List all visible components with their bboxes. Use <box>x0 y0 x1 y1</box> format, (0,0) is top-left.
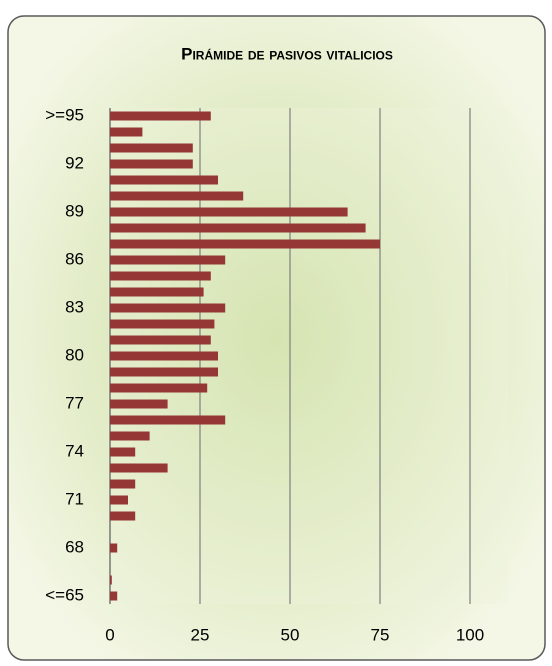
bar <box>110 335 211 345</box>
y-tick-label: >=95 <box>45 105 84 124</box>
y-tick-label: 89 <box>65 201 84 220</box>
bar <box>110 399 168 409</box>
y-tick-label: 80 <box>65 345 84 364</box>
bar <box>110 207 348 217</box>
bar <box>110 591 118 601</box>
bar <box>110 383 208 393</box>
bar <box>110 575 112 585</box>
bar <box>110 191 244 201</box>
bar <box>110 303 226 313</box>
bar <box>110 239 380 249</box>
bar <box>110 495 128 505</box>
x-tick-label: 100 <box>456 625 484 644</box>
y-tick-label: 68 <box>65 537 84 556</box>
bar <box>110 543 118 553</box>
chart-title: Pirámide de pasivos vitalicios <box>181 44 393 63</box>
bar <box>110 367 218 377</box>
bar <box>110 319 215 329</box>
x-tick-label: 0 <box>105 625 114 644</box>
bar <box>110 159 193 169</box>
bar <box>110 447 136 457</box>
bar <box>110 111 211 121</box>
x-tick-label: 25 <box>191 625 210 644</box>
y-tick-label: 77 <box>65 393 84 412</box>
y-tick-label: 83 <box>65 297 84 316</box>
y-tick-label: 71 <box>65 489 84 508</box>
bar <box>110 271 211 281</box>
bar <box>110 479 136 489</box>
y-tick-label: 92 <box>65 153 84 172</box>
x-tick-label: 75 <box>371 625 390 644</box>
x-tick-label: 50 <box>281 625 300 644</box>
bar <box>110 351 218 361</box>
bar <box>110 511 136 521</box>
bar <box>110 431 150 441</box>
bar <box>110 143 193 153</box>
bar <box>110 175 218 185</box>
y-tick-label: 74 <box>65 441 84 460</box>
bar <box>110 287 204 297</box>
bar <box>110 127 143 137</box>
bar <box>110 255 226 265</box>
bar <box>110 415 226 425</box>
y-tick-label: 86 <box>65 249 84 268</box>
y-tick-label: <=65 <box>45 585 84 604</box>
bar <box>110 223 366 233</box>
bar <box>110 463 168 473</box>
